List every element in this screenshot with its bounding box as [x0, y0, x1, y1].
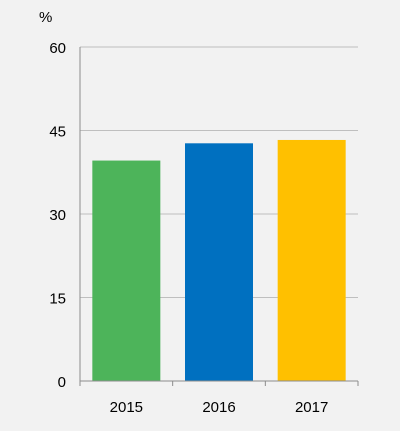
- bar-2015: [92, 160, 161, 381]
- y-tick-label: 0: [58, 374, 66, 391]
- x-axis-ticks: 2015 2016 2017: [110, 399, 329, 416]
- y-tick-label: 30: [49, 207, 66, 224]
- y-tick-label: 15: [49, 291, 66, 308]
- bar-2017: [277, 139, 346, 381]
- bar-2016: [185, 143, 253, 381]
- y-tick-label: 60: [49, 40, 66, 57]
- x-tick-label: 2016: [202, 399, 235, 416]
- bars: [92, 139, 346, 381]
- x-tick-label: 2017: [295, 399, 328, 416]
- y-axis-ticks: 0 15 30 45 60: [49, 40, 66, 391]
- x-tick-label: 2015: [110, 399, 143, 416]
- y-tick-label: 45: [49, 124, 66, 141]
- axes: [79, 47, 359, 386]
- y-axis-unit-label: %: [39, 9, 52, 26]
